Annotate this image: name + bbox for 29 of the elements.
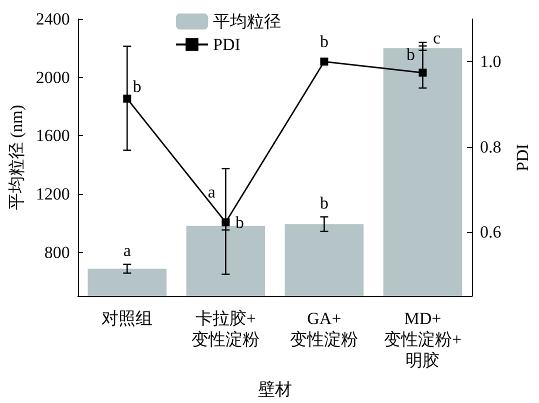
- y-tick-label: 800: [44, 242, 70, 262]
- x-tick-label: MD+ 变性淀粉+ 明胶: [384, 309, 462, 370]
- point: [222, 218, 230, 226]
- legend-label: 平均粒径: [213, 12, 281, 31]
- data-label: b: [320, 32, 328, 52]
- data-label: c: [432, 28, 441, 48]
- y-tick-label: 2000: [36, 68, 70, 87]
- data-label: a: [208, 182, 216, 202]
- y-tick-label: 1200: [36, 184, 70, 204]
- data-label: b: [235, 212, 244, 232]
- y2-tick-label: 1.0: [480, 52, 502, 72]
- y2-tick-label: 0.6: [480, 222, 502, 242]
- data-label: b: [320, 193, 328, 212]
- y-tick-label: 2400: [36, 10, 70, 28]
- y2-tick-label: 0.8: [480, 137, 502, 156]
- data-label: b: [132, 77, 142, 96]
- data-label: b: [406, 45, 415, 64]
- y-axis-title: 平均粒径 (nm): [7, 104, 26, 210]
- y2-axis-title: PDI: [513, 143, 532, 172]
- data-label: a: [123, 240, 132, 260]
- x-tick-label: 对照组: [102, 309, 153, 328]
- x-tick-label: GA+ 变性淀粉: [290, 309, 358, 349]
- x-tick-label: 卡拉胶+ 变性淀粉: [192, 309, 260, 349]
- x-axis-title: 壁材: [258, 380, 292, 399]
- point: [418, 68, 427, 77]
- y-tick-label: 1600: [36, 126, 70, 146]
- legend-label: PDI: [213, 35, 241, 54]
- point: [123, 94, 132, 103]
- point: [320, 58, 328, 66]
